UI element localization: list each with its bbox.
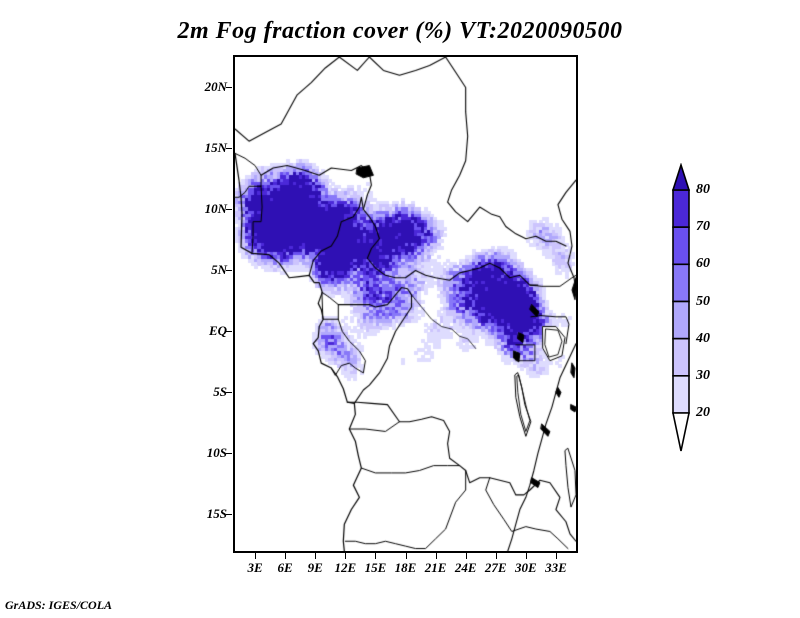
y-axis-tick <box>226 209 232 211</box>
colorbar-band <box>672 337 690 377</box>
page-title: 2m Fog fraction cover (%) VT:2020090500 <box>177 18 623 44</box>
x-axis-label: 6E <box>277 560 293 575</box>
colorbar-tick-label: 60 <box>696 256 710 272</box>
coastline-border-layer <box>235 57 576 551</box>
y-axis-tick <box>226 514 232 516</box>
colorbar-tick-label: 50 <box>696 293 710 309</box>
colorbar-max-arrow <box>671 163 691 191</box>
colorbar-tick-label: 30 <box>696 367 710 383</box>
x-axis-tick <box>435 553 437 559</box>
y-axis-label: 20N <box>204 79 227 95</box>
x-axis-tick <box>375 553 377 559</box>
y-axis-tick <box>226 392 232 394</box>
colorbar: 80 70 60 50 40 30 20 <box>668 163 728 458</box>
x-axis-label: 30E <box>515 560 537 575</box>
y-axis-label: 5N <box>211 262 227 278</box>
x-axis-tick <box>555 553 557 559</box>
y-axis-tick <box>226 331 232 333</box>
x-axis-label: 9E <box>307 560 323 575</box>
colorbar-tick-label: 70 <box>696 219 710 235</box>
y-axis-label: 15N <box>204 140 227 156</box>
x-axis-tick <box>345 553 347 559</box>
x-axis-label: 12E <box>334 560 357 575</box>
colorbar-tick-label: 20 <box>696 405 710 420</box>
y-axis-tick <box>226 87 232 89</box>
x-axis-label: 24E <box>454 560 477 575</box>
y-axis-label: EQ <box>208 323 227 339</box>
x-axis-tick <box>465 553 467 559</box>
y-axis-tick <box>226 453 232 455</box>
y-axis-label: 10N <box>204 201 227 217</box>
x-axis-label: 18E <box>394 560 417 575</box>
x-axis-label: 21E <box>424 560 447 575</box>
colorbar-band <box>672 226 690 266</box>
grads-attribution: GrADS: IGES/COLA <box>5 598 113 612</box>
y-axis-label: 5S <box>213 384 227 400</box>
colorbar-band <box>672 300 690 340</box>
x-axis-tick <box>285 553 287 559</box>
x-axis-tick <box>315 553 317 559</box>
x-axis-label: 27E <box>484 560 507 575</box>
y-axis-label: 10S <box>206 445 227 461</box>
colorbar-band <box>672 189 690 228</box>
x-axis-label: 15E <box>364 560 387 575</box>
x-axis-tick <box>495 553 497 559</box>
y-axis-tick <box>226 270 232 272</box>
colorbar-swatches <box>671 163 691 452</box>
colorbar-min-arrow <box>672 412 690 452</box>
x-axis-tick <box>405 553 407 559</box>
x-axis-label: 3E <box>247 560 263 575</box>
x-axis-tick <box>255 553 257 559</box>
y-axis-tick <box>226 148 232 150</box>
colorbar-tick-label: 80 <box>696 182 710 197</box>
x-axis-label: 33E <box>545 560 567 575</box>
colorbar-tick-label: 40 <box>696 330 710 346</box>
colorbar-band <box>672 375 690 414</box>
y-axis-label: 15S <box>206 506 227 522</box>
x-axis-tick <box>525 553 527 559</box>
map-plot-frame <box>233 55 578 553</box>
colorbar-band <box>672 263 690 303</box>
